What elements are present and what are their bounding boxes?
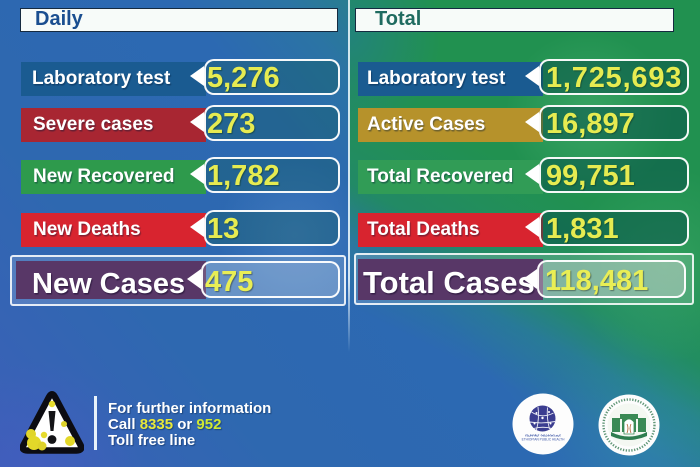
svg-text:ETHIOPIAN PUBLIC HEALTH: ETHIOPIAN PUBLIC HEALTH	[522, 438, 566, 442]
svg-text:የኢትዮጵያ ኅብረተሰብ ጤና: የኢትዮጵያ ኅብረተሰብ ጤና	[525, 434, 561, 438]
